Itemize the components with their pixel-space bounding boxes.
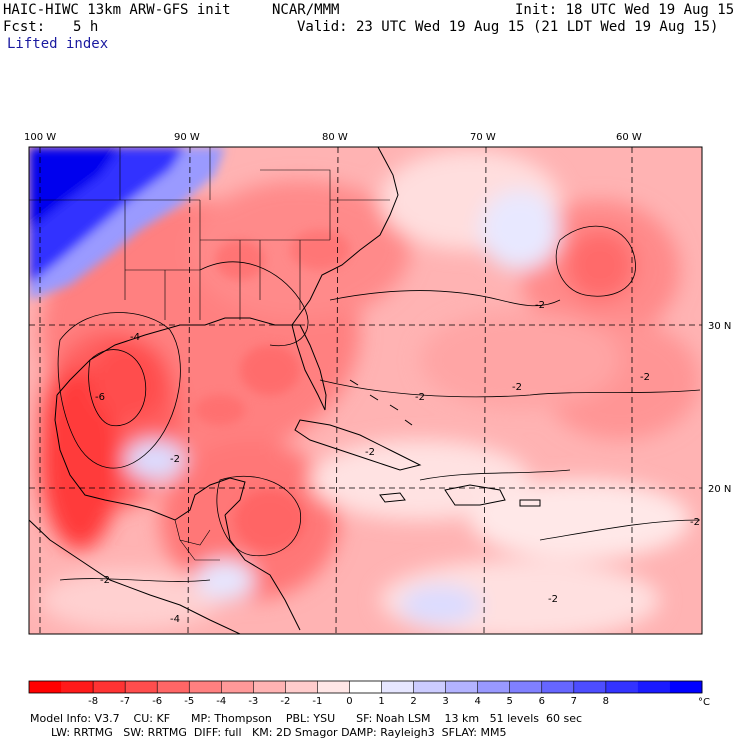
colorbar-swatch	[573, 681, 607, 693]
contour-label: -2	[548, 594, 558, 605]
colorbar-swatch	[637, 681, 671, 693]
colorbar-tick-label: -4	[216, 696, 226, 707]
state-borders	[29, 147, 390, 561]
colorbar-swatch	[93, 681, 126, 693]
colorbar-swatch	[349, 681, 383, 693]
field-name: Lifted index	[7, 36, 109, 52]
colorbar-tick-label: 2	[410, 696, 416, 707]
colorbar-ticks: -8 -7 -6 -5 -4 -3 -2 -1 0 1 2 3 4 5 6 7 8	[88, 681, 609, 707]
model-title: HAIC-HIWC 13km ARW-GFS init	[3, 2, 231, 18]
colorbar-tick-label: -8	[88, 696, 98, 707]
contour-label: -2	[512, 382, 522, 393]
colorbar-swatch	[29, 681, 62, 693]
colorbar-swatch	[509, 681, 543, 693]
colorbar-tick-label: -7	[120, 696, 130, 707]
colorbar-tick-label: -5	[184, 696, 194, 707]
lon-label: 90 W	[174, 132, 200, 143]
model-info-line2: LW: RRTMG SW: RRTMG DIFF: full KM: 2D Sm…	[30, 726, 507, 739]
colorbar-tick-label: 8	[603, 696, 609, 707]
graticule	[29, 147, 702, 634]
colorbar-swatch	[541, 681, 575, 693]
contour-label: -2	[415, 392, 425, 403]
map-field: -2 -2 -2 -2 -2 -2 -4 -4 -6 -2 -2 -2	[29, 147, 702, 634]
colorbar	[28, 680, 703, 694]
colorbar-swatch	[413, 681, 447, 693]
colorbar-tick-label: -1	[312, 696, 322, 707]
colorbar-tick-label: -3	[248, 696, 258, 707]
colorbar-swatch	[669, 681, 703, 693]
contour-label: -2	[535, 300, 545, 311]
longitude-labels: 100 W 90 W 80 W 70 W 60 W	[24, 132, 642, 143]
colorbar-swatch	[317, 681, 350, 693]
contour-label: -4	[170, 614, 180, 625]
colorbar-unit: °C	[698, 697, 710, 708]
contour-label: -2	[170, 454, 180, 465]
contour-lines	[57, 225, 701, 582]
contour-label: -2	[100, 575, 110, 586]
init-time: Init: 18 UTC Wed 19 Aug 15	[515, 2, 735, 18]
colorbar-tick-label: 0	[346, 696, 352, 707]
contour-label: -6	[95, 392, 105, 403]
colorbar-swatch	[157, 681, 190, 693]
lat-label: 20 N	[708, 484, 731, 495]
coastlines	[29, 147, 541, 634]
lon-label: 60 W	[616, 132, 642, 143]
contour-label: -2	[690, 517, 700, 528]
colorbar-swatch	[61, 681, 94, 693]
lon-label: 80 W	[322, 132, 348, 143]
colorbar-swatch	[189, 681, 222, 693]
lat-label: 30 N	[708, 321, 731, 332]
colorbar-swatch	[125, 681, 158, 693]
colorbar-frame	[28, 680, 703, 694]
colorbar-swatch	[477, 681, 511, 693]
colorbar-swatch	[285, 681, 318, 693]
colorbar-swatch	[445, 681, 479, 693]
colorbar-tick-label: 7	[571, 696, 577, 707]
map-frame	[28, 146, 703, 635]
latitude-labels: 30 N 20 N	[708, 321, 731, 495]
lon-label: 70 W	[470, 132, 496, 143]
contour-label: -2	[640, 372, 650, 383]
contour-label: -2	[365, 447, 375, 458]
org-label: NCAR/MMM	[272, 2, 340, 18]
colorbar-tick-label: 3	[442, 696, 448, 707]
forecast-hour: 5 h	[73, 19, 99, 35]
colorbar-tick-label: -2	[280, 696, 290, 707]
valid-time: Valid: 23 UTC Wed 19 Aug 15 (21 LDT Wed …	[297, 19, 719, 35]
colorbar-swatch	[253, 681, 286, 693]
lon-label: 100 W	[24, 132, 56, 143]
colorbar-tick-label: 4	[474, 696, 480, 707]
colorbar-tick-label: -6	[152, 696, 162, 707]
contour-label: -4	[130, 332, 140, 343]
colorbar-swatch	[605, 681, 639, 693]
colorbar-tick-label: 5	[507, 696, 513, 707]
forecast-label: Fcst:	[3, 19, 46, 35]
contour-label-group: -2 -2 -2 -2 -2 -2 -4 -4 -6 -2 -2 -2	[95, 300, 700, 625]
model-info-line1: Model Info: V3.7 CU: KF MP: Thompson PBL…	[30, 712, 583, 725]
colorbar-tick-label: 1	[378, 696, 384, 707]
colorbar-tick-label: 6	[539, 696, 545, 707]
colorbar-swatch	[221, 681, 254, 693]
colorbar-swatch	[381, 681, 415, 693]
